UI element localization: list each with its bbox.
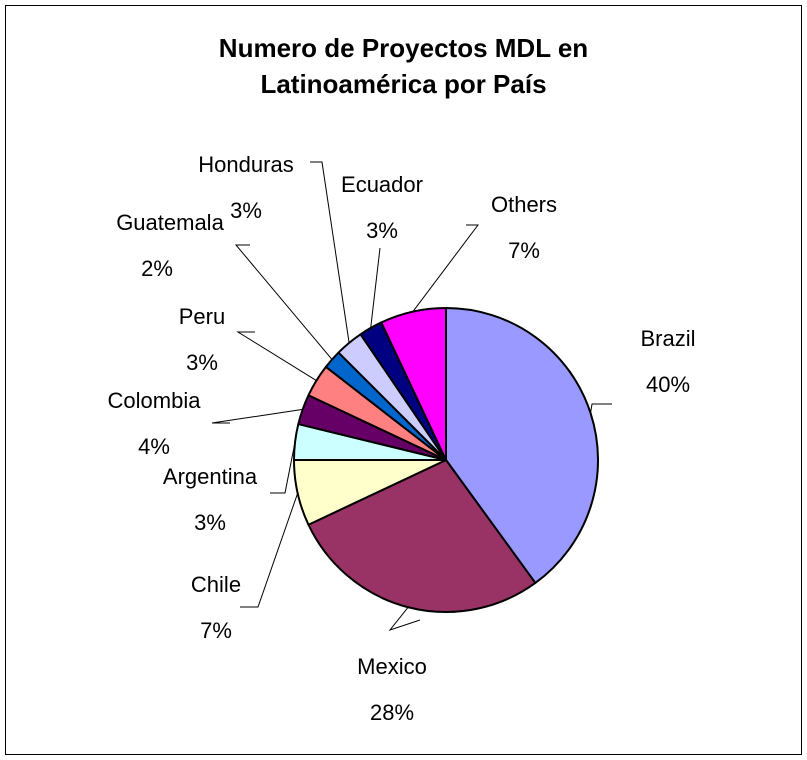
slice-label-ecuador: Ecuador [341, 172, 423, 197]
slice-percent-peru: 3% [186, 350, 218, 375]
leader-lines [211, 161, 612, 632]
slice-label-others: Others [491, 192, 557, 217]
pie-slice-mexico [307, 459, 537, 613]
leader-line-brazil [590, 403, 612, 414]
slice-label-brazil: Brazil [640, 326, 695, 351]
slice-label-argentina: Argentina [163, 464, 258, 489]
chart-title-line-1: Numero de Proyectos MDL en [218, 33, 589, 63]
leader-line-mexico [388, 606, 421, 632]
slice-percent-argentina: 3% [194, 510, 226, 535]
chart-title: Numero de Proyectos MDL en Latinoamérica… [0, 30, 807, 102]
leader-line-argentina [270, 441, 296, 494]
pie-slices [293, 307, 599, 613]
chart-title-line-2: Latinoamérica por País [260, 69, 547, 99]
slice-percent-others: 7% [508, 238, 540, 263]
leader-line-others [412, 224, 480, 312]
leader-line-peru [236, 331, 317, 382]
leader-line-chile [240, 492, 299, 608]
pie-slice-others [380, 307, 447, 461]
slice-label-peru: Peru [179, 304, 225, 329]
pie-slice-brazil [445, 307, 599, 584]
slice-percent-colombia: 4% [138, 434, 170, 459]
leader-line-honduras [310, 161, 350, 343]
slice-label-honduras: Honduras [198, 152, 293, 177]
slice-percent-honduras: 3% [230, 198, 262, 223]
leader-line-colombia [211, 408, 303, 424]
leader-line-guatemala [234, 244, 333, 360]
slice-percent-ecuador: 3% [366, 218, 398, 243]
slice-label-mexico: Mexico [357, 654, 427, 679]
slice-percent-guatemala: 2% [141, 256, 173, 281]
slice-percent-brazil: 40% [646, 372, 690, 397]
slice-label-chile: Chile [191, 572, 241, 597]
slice-percent-mexico: 28% [370, 700, 414, 725]
leader-line-ecuador [370, 247, 381, 329]
slice-percent-chile: 7% [200, 618, 232, 643]
slice-label-guatemala: Guatemala [116, 210, 224, 235]
slice-labels: Brazil 40% Mexico 28% Chile 7% Argentina 3% Colo… [108, 152, 696, 725]
slice-label-colombia: Colombia [108, 388, 202, 413]
